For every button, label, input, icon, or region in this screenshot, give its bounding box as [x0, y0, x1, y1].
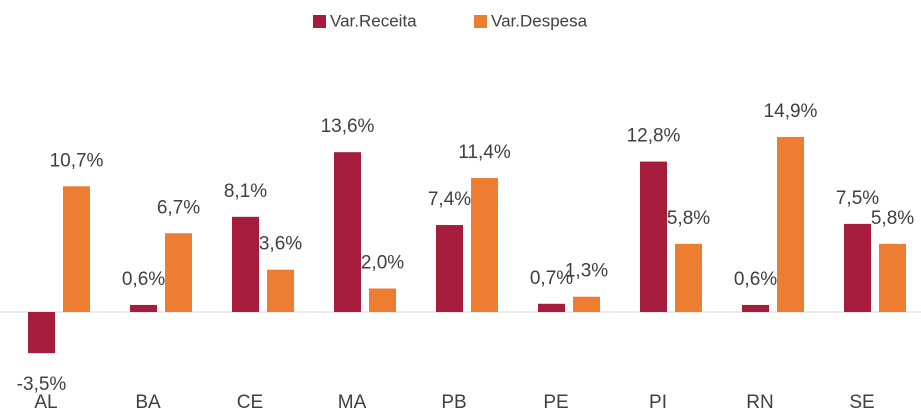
bar	[777, 136, 804, 312]
x-tick-label: SE	[849, 392, 874, 412]
data-label: 11,4%	[458, 142, 511, 163]
data-label: 5,8%	[667, 208, 710, 229]
data-label: 7,5%	[836, 188, 879, 209]
bar	[844, 223, 871, 312]
data-label: 3,6%	[259, 234, 302, 255]
x-tick-label: BA	[135, 392, 161, 412]
data-label: 0,6%	[122, 269, 165, 290]
legend-label: Var.Receita	[330, 11, 417, 30]
x-tick-label: MA	[338, 392, 367, 412]
data-label: 8,1%	[224, 181, 267, 202]
data-label: -3,5%	[17, 374, 67, 395]
data-label: 0,6%	[734, 269, 777, 290]
bar	[130, 304, 157, 312]
bar	[267, 269, 294, 312]
data-label: 10,7%	[50, 150, 104, 171]
bar	[334, 152, 361, 312]
bar	[675, 243, 702, 312]
data-label: 6,7%	[157, 197, 200, 218]
bar	[742, 304, 769, 312]
legend-swatch	[313, 15, 326, 28]
bar	[232, 216, 259, 312]
legend-label: Var.Despesa	[491, 11, 588, 30]
x-tick-label: RN	[746, 392, 773, 412]
x-tick-label: PI	[649, 392, 667, 412]
data-label: 7,4%	[428, 189, 471, 210]
bar	[436, 225, 463, 312]
bar	[63, 186, 90, 312]
data-label: 12,8%	[627, 126, 681, 147]
x-tick-label: CE	[237, 392, 263, 412]
data-label: 0,7%	[530, 268, 573, 289]
bar	[573, 296, 600, 312]
bar	[879, 243, 906, 312]
x-tick-label: AL	[34, 392, 57, 412]
bar	[640, 161, 667, 312]
data-label: 1,3%	[565, 261, 608, 282]
bar	[538, 303, 565, 312]
bar	[471, 178, 498, 312]
bar	[369, 288, 396, 312]
x-tick-label: PB	[441, 392, 466, 412]
bar	[165, 233, 192, 312]
data-label: 14,9%	[764, 101, 818, 122]
data-label: 5,8%	[871, 208, 914, 229]
data-label: 2,0%	[361, 253, 404, 274]
legend-swatch	[474, 15, 487, 28]
data-label: 13,6%	[321, 116, 375, 137]
bar	[28, 312, 55, 354]
x-tick-label: PE	[543, 392, 568, 412]
